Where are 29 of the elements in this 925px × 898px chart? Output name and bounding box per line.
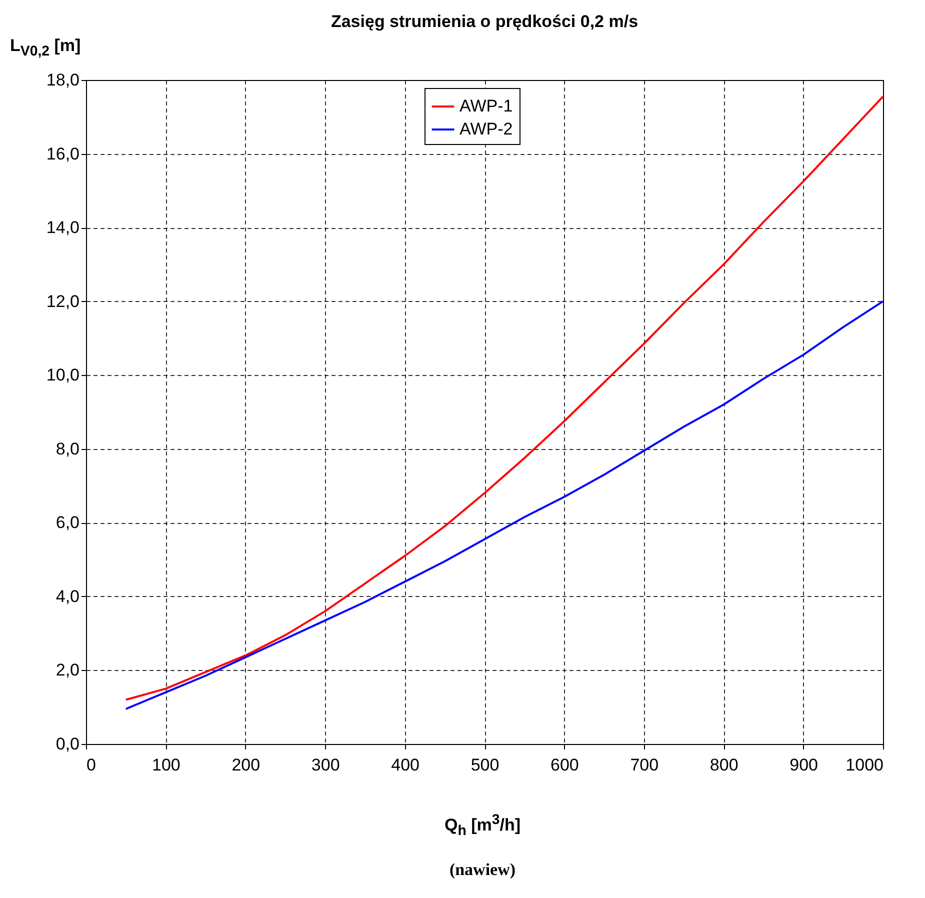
y-tick-label: 8,0 — [56, 439, 80, 458]
x-tick-label: 300 — [311, 756, 340, 774]
legend-label: AWP-2 — [460, 120, 513, 138]
y-tick-label: 16,0 — [46, 144, 80, 164]
y-tick-label: 18,0 — [46, 70, 80, 90]
x-tick-label: 700 — [630, 756, 659, 774]
x-axis-title: Q$_{h}$ [m$^{3}$/h] — [443, 812, 522, 840]
y-tick-label: 0,0 — [56, 734, 80, 754]
chart-title: Zasięg strumienia o prędkości 0,2 m/s — [330, 12, 638, 31]
legend-label: AWP-1 — [460, 96, 513, 116]
line-series — [124, 300, 884, 710]
x-tick-label: 200 — [232, 756, 260, 774]
y-tick-label: 10,0 — [46, 366, 80, 385]
x-tick-label: 100 — [152, 756, 180, 774]
y-tick-label: 12,0 — [46, 292, 80, 311]
x-tick-label: 400 — [391, 756, 420, 774]
x-tick-label: 500 — [470, 756, 500, 774]
y-tick-label: 6,0 — [56, 513, 80, 532]
line-series — [124, 96, 884, 701]
y-tick-label: 2,0 — [56, 660, 80, 680]
x-tick-label: 600 — [550, 756, 579, 774]
x-tick-label: 900 — [790, 756, 818, 774]
x-tick-label: 1000 — [846, 756, 884, 774]
y-tick-label: 4,0 — [56, 586, 80, 606]
y-tick-label: 14,0 — [46, 218, 80, 238]
y-axis-title: L$_{V0,2}$ [m] — [10, 36, 81, 60]
x-tick-label: 0 — [86, 756, 96, 774]
x-tick-label: 800 — [710, 756, 738, 774]
text: (nawiew) — [448, 860, 517, 880]
